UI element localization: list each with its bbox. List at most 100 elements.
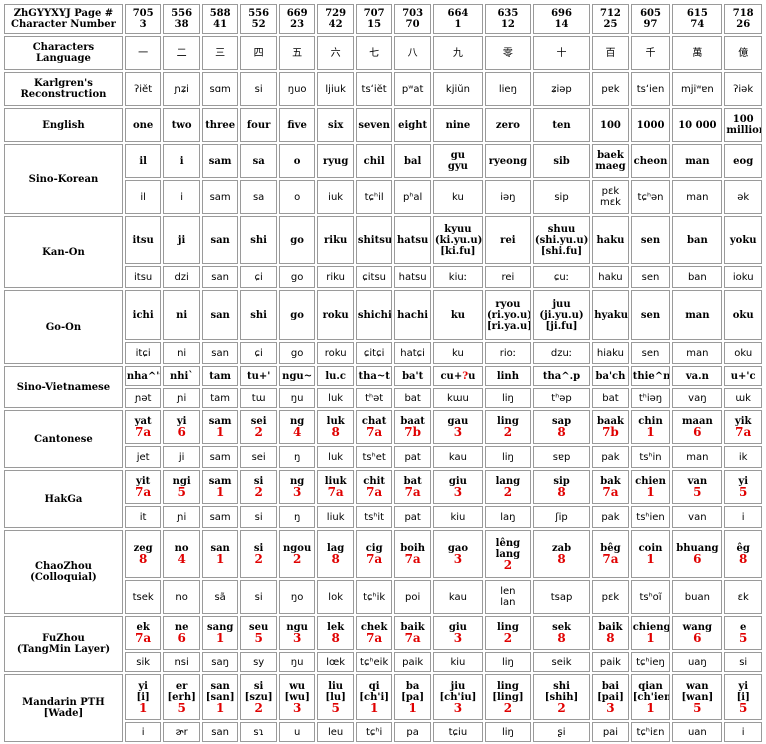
hakka-ipa-cell: ŋ	[278, 506, 316, 528]
fuzhou-cell: lek 8	[317, 616, 354, 650]
character-cell: 一	[124, 36, 162, 70]
chaozhou-cell: zeg 8	[124, 530, 162, 578]
hakka-cell: sam 1	[201, 470, 239, 504]
mandarin-cell: si [szu] 2	[240, 674, 277, 720]
mandarin-cell: ling [ling] 2	[484, 674, 531, 720]
header-cell: 718 26	[724, 4, 762, 34]
cantonese-ipa-cell: liŋ	[484, 446, 531, 468]
go-on-cell: ni	[163, 290, 200, 340]
fuzhou-cell: ling 2	[484, 616, 531, 650]
hakka-ipa-cell: i	[724, 506, 762, 528]
character-cell: 八	[394, 36, 431, 70]
cantonese-ipa-cell: kau	[432, 446, 483, 468]
hakka-cell: van 5	[672, 470, 723, 504]
sino-korean-ipa-cell: tɕʰən	[630, 180, 671, 214]
english-cell: eight	[394, 108, 431, 142]
fuzhou-label: FuZhou (TangMin Layer)	[4, 616, 123, 672]
chaozhou-ipa-cell: len lan	[484, 580, 531, 614]
fuzhou-cell: chieng 1	[630, 616, 671, 650]
sino-vietnamese-ipa-cell: ɯk	[724, 388, 762, 408]
chaozhou-ipa-cell: si	[240, 580, 277, 614]
mandarin-cell: qi [ch'i] 1	[355, 674, 393, 720]
character-cell: 四	[240, 36, 277, 70]
cantonese-cell: sei 2	[240, 410, 277, 444]
sino-vietnamese-cell: nha^'t	[124, 366, 162, 386]
mandarin-cell: ba [pa] 1	[394, 674, 431, 720]
karlgren-cell: tsʻien	[630, 72, 671, 106]
sino-vietnamese-label: Sino-Vietnamese	[4, 366, 123, 408]
kan-on-ipa-cell: haku	[592, 266, 629, 288]
fuzhou-cell: ngu 3	[278, 616, 316, 650]
sino-vietnamese-ipa-cell: liŋ	[484, 388, 531, 408]
karlgren-cell: sɑm	[201, 72, 239, 106]
mandarin-cell: liu [lu] 5	[317, 674, 354, 720]
sino-vietnamese-ipa-cell: tam	[201, 388, 239, 408]
kan-on-label: Kan-On	[4, 216, 123, 288]
go-on-cell: san	[201, 290, 239, 340]
header-cell: 635 12	[484, 4, 531, 34]
kan-on-cell: yoku	[724, 216, 762, 264]
kan-on-ipa-cell: ɕi	[240, 266, 277, 288]
sino-vietnamese-cell: nhi`	[163, 366, 200, 386]
hakka-cell: si 2	[240, 470, 277, 504]
english-cell: nine	[432, 108, 483, 142]
sino-korean-cell: eog	[724, 144, 762, 178]
sino-korean-ipa-cell: pɛk mɛk	[592, 180, 629, 214]
go-on-ipa-cell: ɕitɕi	[355, 342, 393, 364]
chaozhou-ipa-cell: tsap	[532, 580, 591, 614]
sino-korean-cell: baek maeg	[592, 144, 629, 178]
chaozhou-ipa-cell: buan	[672, 580, 723, 614]
header-label: ZhGYYXYJ Page # Character Number	[4, 4, 123, 34]
character-cell: 二	[163, 36, 200, 70]
english-cell: six	[317, 108, 354, 142]
hakka-cell: yit 7a	[124, 470, 162, 504]
sino-vietnamese-ipa-cell: tʰəp	[532, 388, 591, 408]
fuzhou-ipa-cell: saŋ	[201, 652, 239, 672]
sino-vietnamese-cell: ba't	[394, 366, 431, 386]
kan-on-ipa-cell: itsu	[124, 266, 162, 288]
sino-korean-cell: sam	[201, 144, 239, 178]
sino-korean-ipa-cell: il	[124, 180, 162, 214]
fuzhou-ipa-cell: tɕʰeik	[355, 652, 393, 672]
chaozhou-label: ChaoZhou (Colloquial)	[4, 530, 123, 614]
sino-vietnamese-ipa-cell: bat	[394, 388, 431, 408]
english-cell: three	[201, 108, 239, 142]
cantonese-cell: yi 6	[163, 410, 200, 444]
sino-korean-ipa-cell: i	[163, 180, 200, 214]
karlgren-cell: mjiʷɐn	[672, 72, 723, 106]
sino-korean-cell: i	[163, 144, 200, 178]
go-on-ipa-cell: sen	[630, 342, 671, 364]
sino-korean-cell: cheon	[630, 144, 671, 178]
hakka-cell: liuk 7a	[317, 470, 354, 504]
go-on-cell: shichi	[355, 290, 393, 340]
sino-vietnamese-cell: u+'c	[724, 366, 762, 386]
go-on-cell: juu (ji.yu.u) [ji.fu]	[532, 290, 591, 340]
kan-on-cell: riku	[317, 216, 354, 264]
mandarin-cell: shi [shih] 2	[532, 674, 591, 720]
kan-on-cell: shuu (shi.yu.u) [shi.fu]	[532, 216, 591, 264]
cantonese-cell: baat 7b	[394, 410, 431, 444]
character-cell: 萬	[672, 36, 723, 70]
hakka-cell: yi 5	[724, 470, 762, 504]
english-cell: 100million	[724, 108, 762, 142]
cantonese-ipa-cell: ik	[724, 446, 762, 468]
go-on-cell: hachi	[394, 290, 431, 340]
sino-korean-cell: o	[278, 144, 316, 178]
hakka-label: HakGa	[4, 470, 123, 528]
chaozhou-cell: ngou 2	[278, 530, 316, 578]
hakka-ipa-cell: van	[672, 506, 723, 528]
karlgren-cell: lieŋ	[484, 72, 531, 106]
go-on-ipa-cell: ni	[163, 342, 200, 364]
mandarin-ipa-cell: ɚr	[163, 722, 200, 742]
sino-korean-ipa-cell: ək	[724, 180, 762, 214]
mandarin-cell: jiu [ch'iu] 3	[432, 674, 483, 720]
kan-on-ipa-cell: go	[278, 266, 316, 288]
characters-label: Characters Language	[4, 36, 123, 70]
hakka-cell: bat 7a	[394, 470, 431, 504]
karlgren-cell: ʑiəp	[532, 72, 591, 106]
chaozhou-cell: bêg 7a	[592, 530, 629, 578]
go-on-cell: ichi	[124, 290, 162, 340]
fuzhou-ipa-cell: liŋ	[484, 652, 531, 672]
